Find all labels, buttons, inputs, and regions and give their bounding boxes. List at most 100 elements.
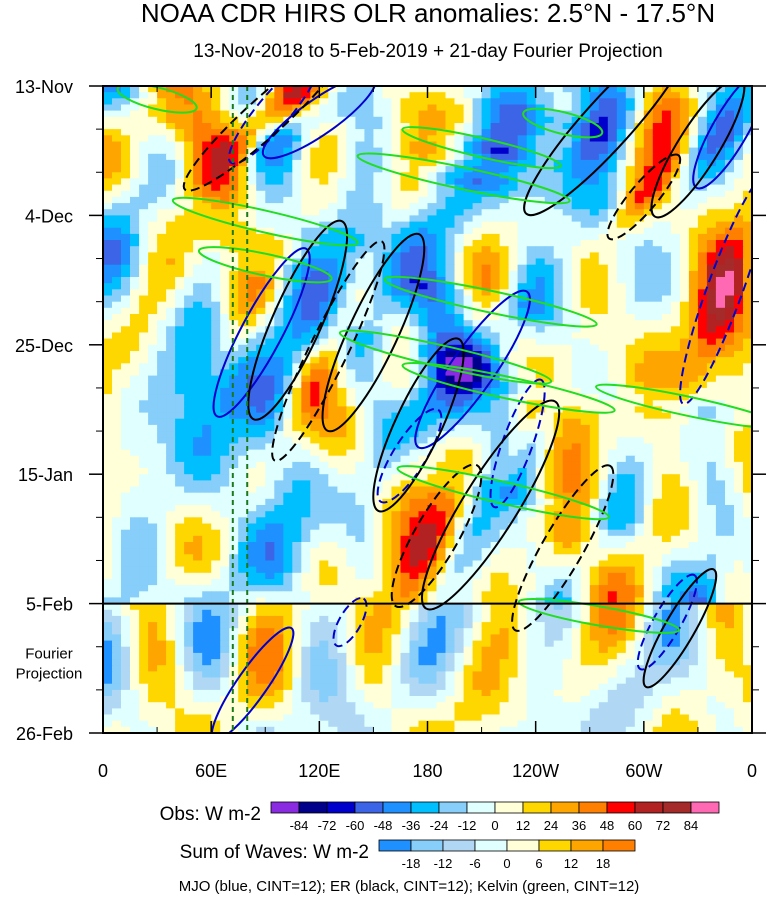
- obs-cell: [553, 424, 564, 432]
- obs-cell: [634, 196, 645, 204]
- obs-cell: [256, 314, 266, 321]
- obs-cell: [382, 486, 392, 494]
- obs-cell: [661, 277, 672, 284]
- obs-cell: [598, 387, 609, 395]
- obs-cell: [490, 505, 501, 512]
- obs-cell: [499, 387, 510, 395]
- obs-cell: [734, 381, 744, 389]
- obs-cell: [166, 375, 176, 383]
- obs-cell: [373, 363, 383, 371]
- obs-cell: [202, 474, 212, 481]
- obs-cell: [589, 369, 600, 377]
- obs-cell: [220, 196, 230, 204]
- obs-cell: [490, 418, 501, 426]
- obs-cell: [166, 344, 176, 352]
- obs-cell: [409, 116, 420, 124]
- obs-cell: [283, 498, 293, 506]
- obs-cell: [355, 283, 365, 290]
- obs-cell: [292, 252, 302, 260]
- obs-cell: [481, 492, 492, 500]
- obs-cell: [517, 455, 528, 463]
- obs-cell: [643, 412, 654, 420]
- obs-cell: [409, 86, 420, 93]
- obs-cell: [247, 486, 257, 494]
- obs-cell: [292, 190, 302, 198]
- obs-cell: [409, 264, 420, 272]
- obs-cell: [625, 431, 636, 438]
- obs-cell: [481, 332, 492, 340]
- obs-cell: [220, 104, 230, 112]
- obs-cell: [436, 277, 447, 284]
- obs-cell: [571, 104, 582, 112]
- obs-cell: [400, 351, 411, 358]
- obs-cell: [643, 486, 654, 494]
- obs-cell: [481, 116, 492, 124]
- obs-cell: [715, 363, 726, 371]
- obs-cell: [553, 363, 564, 371]
- obs-cell: [148, 190, 158, 198]
- obs-cell: [220, 394, 230, 401]
- obs-cell: [571, 449, 582, 457]
- obs-cell: [364, 264, 374, 272]
- obs-cell: [706, 480, 717, 488]
- obs-cell: [382, 449, 392, 457]
- obs-cell: [364, 289, 374, 297]
- obs-cell: [490, 258, 501, 266]
- obs-cell: [139, 135, 149, 143]
- obs-cell: [220, 301, 230, 309]
- obs-cell: [508, 98, 519, 106]
- obs-cell: [364, 104, 374, 112]
- obs-cell: [202, 246, 212, 253]
- obs-cell: [355, 387, 365, 395]
- obs-cell: [463, 159, 474, 167]
- obs-cell: [436, 461, 447, 469]
- obs-cell: [166, 141, 176, 149]
- obs-cell: [373, 375, 383, 383]
- obs-cell: [616, 468, 627, 475]
- obs-cell: [490, 387, 501, 395]
- obs-cell: [229, 363, 239, 371]
- obs-cell: [499, 455, 510, 463]
- obs-cell: [589, 498, 600, 506]
- obs-cell: [175, 443, 185, 451]
- obs-cell: [292, 412, 302, 420]
- obs-cell: [256, 301, 266, 309]
- obs-cell: [697, 344, 708, 352]
- obs-cell: [130, 406, 140, 414]
- obs-cell: [175, 295, 185, 303]
- obs-cell: [220, 461, 230, 469]
- obs-cell: [337, 406, 347, 414]
- obs-cell: [508, 203, 519, 210]
- obs-cell: [346, 394, 356, 401]
- obs-cell: [409, 233, 420, 241]
- obs-cell: [310, 431, 320, 438]
- obs-cell: [625, 172, 636, 180]
- obs-cell: [661, 203, 672, 210]
- obs-cell: [625, 264, 636, 272]
- obs-cell: [643, 92, 654, 99]
- obs-cell: [328, 307, 338, 315]
- obs-cell: [607, 455, 618, 463]
- obs-cell: [508, 326, 519, 334]
- obs-cell: [184, 326, 194, 334]
- obs-cell: [121, 240, 131, 247]
- obs-cell: [130, 270, 140, 278]
- obs-cell: [328, 98, 338, 106]
- obs-cell: [652, 116, 663, 124]
- obs-cell: [571, 295, 582, 303]
- obs-cell: [391, 104, 401, 112]
- obs-cell: [517, 153, 528, 161]
- obs-cell: [571, 110, 582, 118]
- obs-cell: [211, 147, 221, 155]
- obs-cell: [598, 141, 609, 149]
- obs-cell: [211, 437, 221, 444]
- obs-cell: [391, 375, 401, 383]
- obs-cell: [490, 492, 501, 500]
- obs-cell: [256, 406, 266, 414]
- obs-cell: [734, 270, 744, 278]
- obs-cell: [553, 505, 564, 512]
- obs-cell: [715, 320, 726, 327]
- obs-cell: [481, 400, 492, 408]
- obs-cell: [454, 289, 465, 297]
- obs-cell: [670, 363, 681, 371]
